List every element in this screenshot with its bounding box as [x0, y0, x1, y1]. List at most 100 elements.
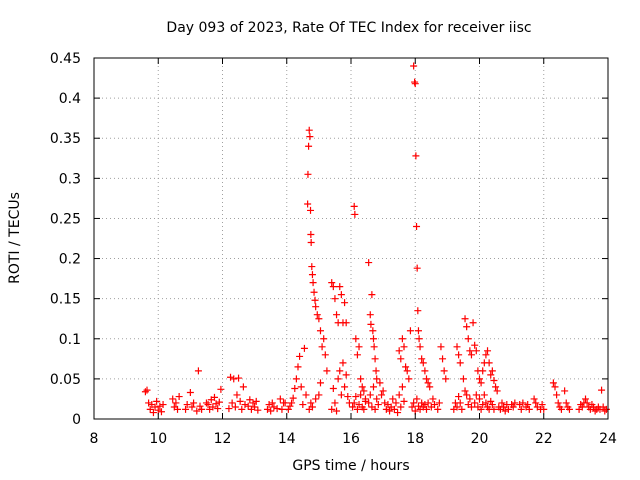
data-point [456, 359, 464, 367]
data-point [398, 383, 406, 391]
data-point [337, 291, 345, 299]
data-point [413, 395, 421, 403]
data-point [389, 395, 397, 403]
data-point [412, 152, 420, 160]
data-point [455, 351, 463, 359]
data-point [477, 379, 485, 387]
data-point [437, 343, 445, 351]
grid-lines [94, 58, 608, 419]
data-point [297, 383, 305, 391]
data-point [312, 395, 320, 403]
data-point [422, 405, 430, 413]
data-point [601, 407, 609, 415]
data-point [583, 399, 591, 407]
data-point [379, 387, 387, 395]
data-point [378, 391, 386, 399]
data-point [366, 311, 374, 319]
data-point [339, 359, 347, 367]
data-point [463, 323, 471, 331]
data-point [551, 383, 559, 391]
data-point [217, 385, 225, 393]
data-point [337, 391, 345, 399]
data-point [313, 311, 321, 319]
data-point [405, 375, 413, 383]
data-point [302, 391, 310, 399]
data-point [214, 405, 222, 413]
data-point [517, 405, 525, 413]
data-point [424, 399, 432, 407]
data-point [365, 399, 373, 407]
data-point [366, 391, 374, 399]
data-point [315, 315, 323, 323]
data-point [286, 402, 294, 410]
data-point [291, 385, 299, 393]
y-tick-label: 0.35 [50, 131, 81, 147]
data-point [334, 375, 342, 383]
data-point [193, 407, 201, 415]
data-point [482, 351, 490, 359]
data-point [353, 351, 361, 359]
data-point [281, 399, 289, 407]
data-point [553, 391, 561, 399]
data-point [402, 363, 410, 371]
data-point [299, 401, 307, 409]
data-point [350, 399, 358, 407]
data-point [341, 299, 349, 307]
data-point [210, 393, 218, 401]
data-point [493, 387, 501, 395]
data-point [397, 355, 405, 363]
data-point [504, 405, 512, 413]
data-point [524, 401, 532, 409]
data-point [390, 405, 398, 413]
data-point [426, 383, 434, 391]
data-point [227, 373, 235, 381]
data-point [453, 343, 461, 351]
data-point [336, 283, 344, 291]
data-point [582, 395, 590, 403]
data-point [406, 327, 414, 335]
data-point [267, 407, 275, 415]
data-point [561, 387, 569, 395]
data-point [557, 405, 565, 413]
data-point [414, 402, 422, 410]
data-point [294, 363, 302, 371]
data-point [415, 335, 423, 343]
x-tick-label: 14 [278, 431, 296, 447]
data-point [511, 399, 519, 407]
data-point [341, 383, 349, 391]
data-point [598, 386, 606, 394]
x-axis-ticks: 8 10 12 14 16 18 20 22 24 [90, 58, 617, 447]
data-point [320, 335, 328, 343]
data-point [263, 405, 271, 413]
data-point [472, 391, 480, 399]
data-point [204, 401, 212, 409]
data-point [382, 405, 390, 413]
data-point [373, 375, 381, 383]
data-point [459, 375, 467, 383]
data-point [270, 403, 278, 411]
data-point [476, 375, 483, 383]
data-point [422, 375, 430, 383]
data-point [472, 347, 480, 355]
data-point [487, 397, 495, 405]
data-point [141, 388, 149, 396]
data-point [418, 399, 426, 407]
data-point [296, 352, 304, 360]
data-point [413, 222, 421, 230]
data-point [358, 383, 366, 391]
data-point [351, 210, 359, 218]
data-point [174, 405, 182, 413]
data-point [492, 383, 500, 391]
data-point [304, 170, 312, 178]
data-point [498, 399, 506, 407]
data-point [349, 403, 357, 411]
data-point [157, 408, 165, 416]
data-point [333, 407, 341, 415]
data-point [328, 405, 336, 413]
data-point [316, 327, 324, 335]
data-point [540, 405, 548, 413]
data-point [414, 327, 422, 335]
data-point [159, 401, 167, 409]
data-point [333, 311, 341, 319]
